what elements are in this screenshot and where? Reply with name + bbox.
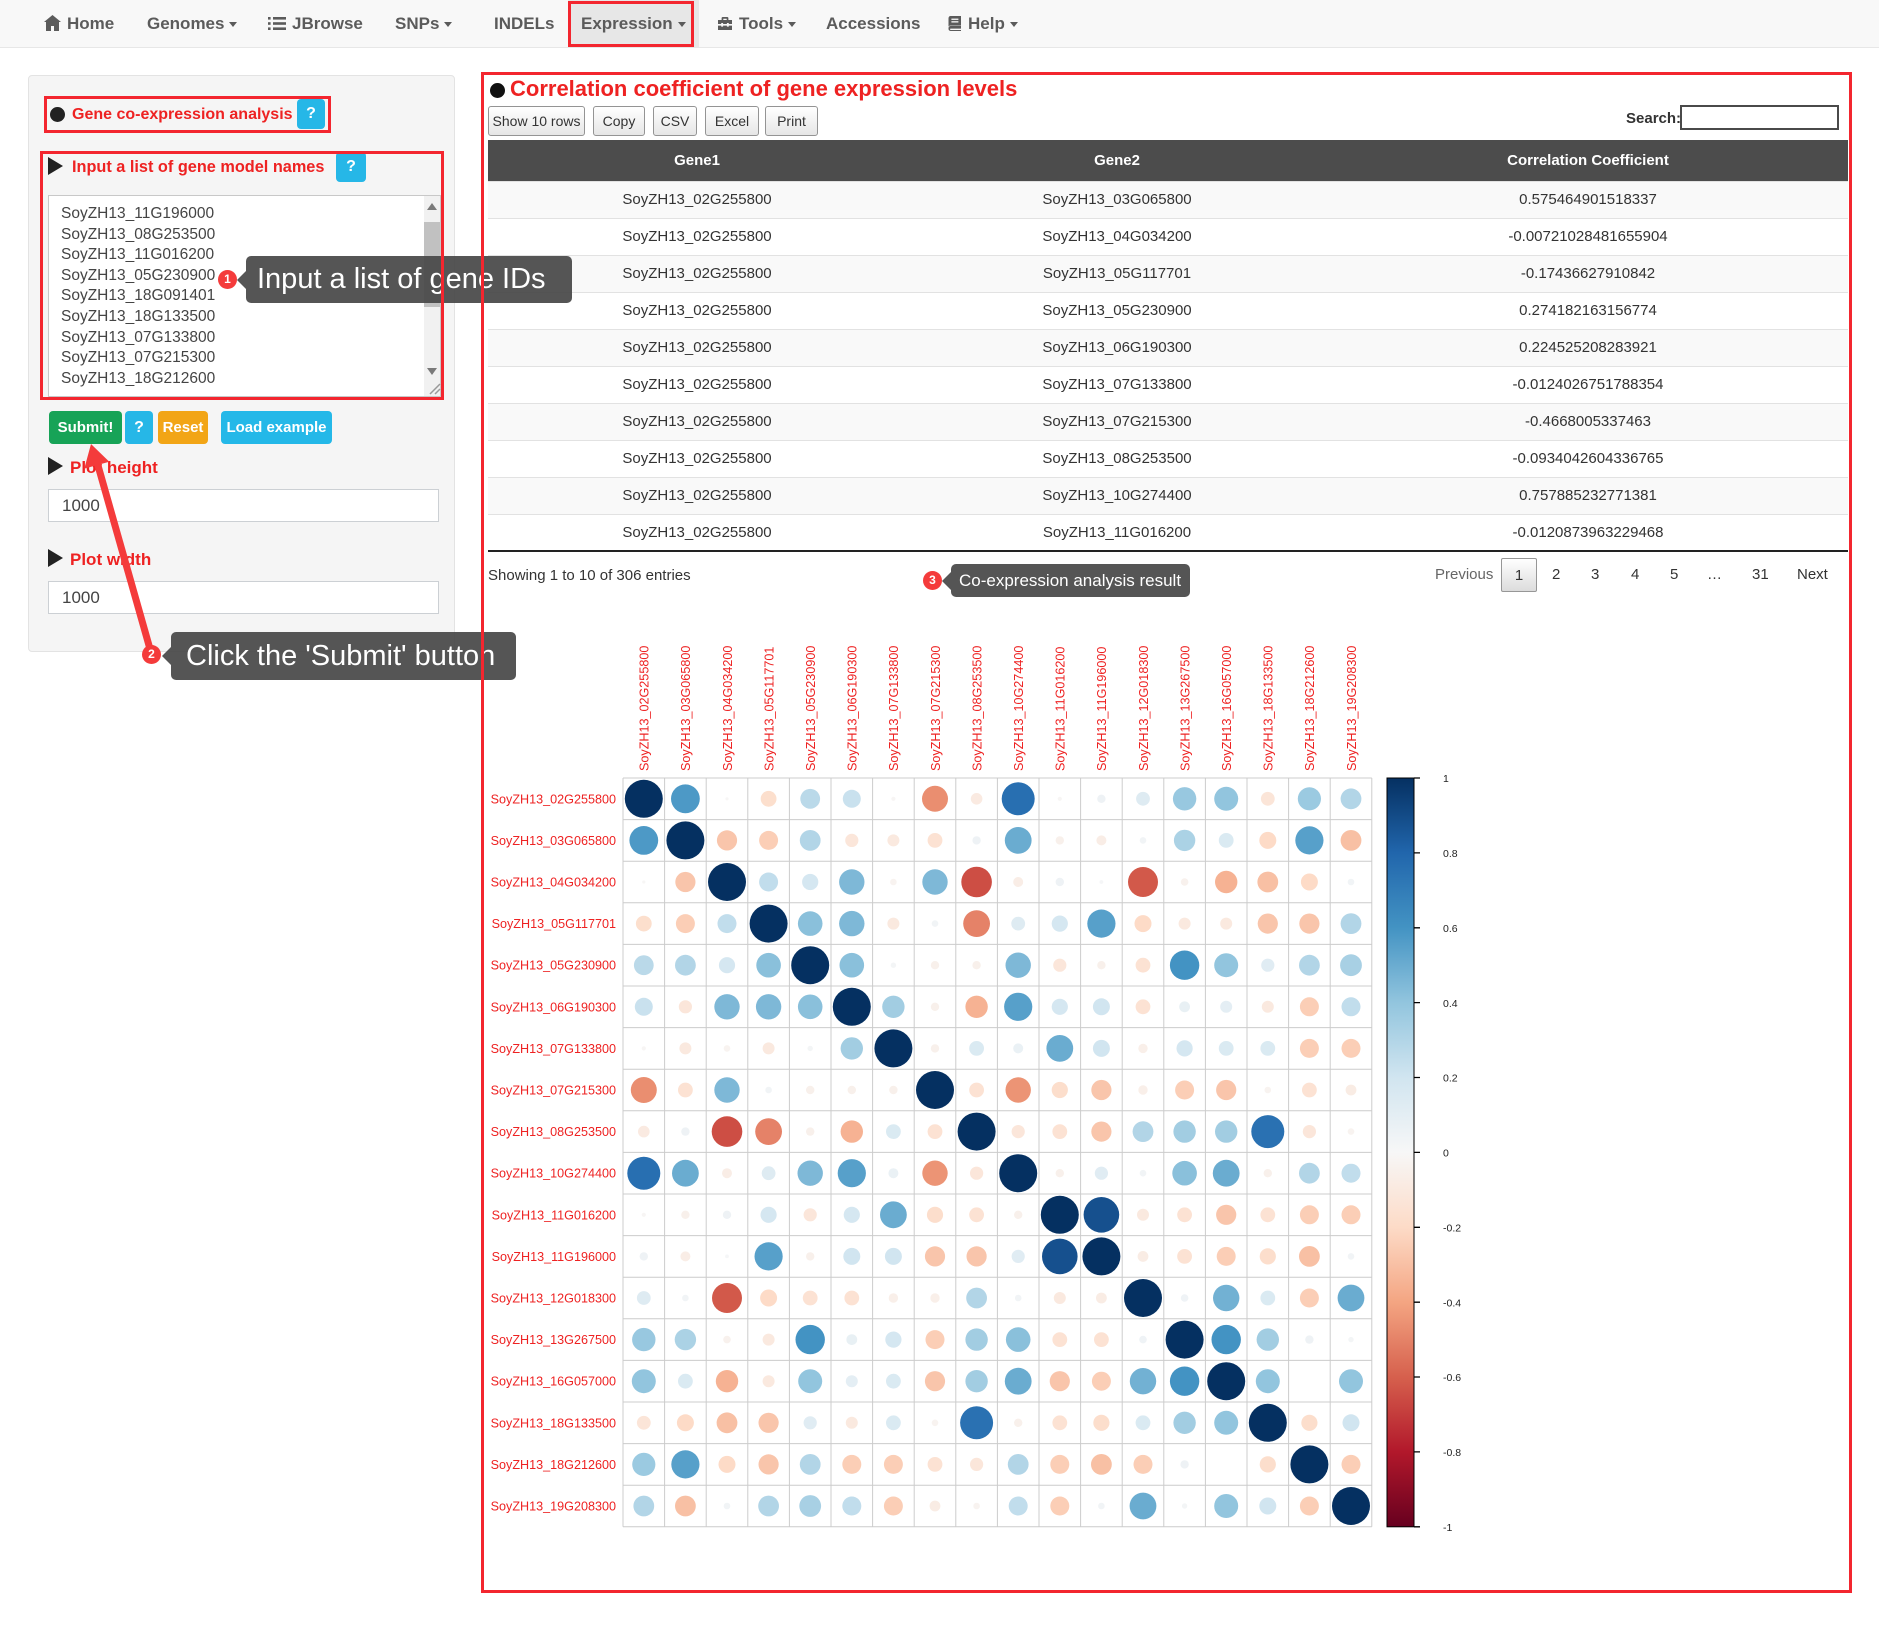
svg-text:SoyZH13_02G255800: SoyZH13_02G255800 bbox=[638, 646, 652, 771]
svg-text:SoyZH13_08G253500: SoyZH13_08G253500 bbox=[491, 1125, 616, 1139]
svg-text:SoyZH13_04G034200: SoyZH13_04G034200 bbox=[721, 646, 735, 771]
svg-text:-0.2: -0.2 bbox=[1443, 1223, 1461, 1235]
svg-text:-1: -1 bbox=[1443, 1522, 1452, 1534]
svg-text:SoyZH13_08G253500: SoyZH13_08G253500 bbox=[970, 646, 984, 771]
svg-text:SoyZH13_03G065800: SoyZH13_03G065800 bbox=[679, 646, 693, 771]
svg-text:SoyZH13_07G133800: SoyZH13_07G133800 bbox=[491, 1042, 616, 1056]
svg-text:SoyZH13_06G190300: SoyZH13_06G190300 bbox=[491, 1000, 616, 1014]
svg-text:SoyZH13_02G255800: SoyZH13_02G255800 bbox=[491, 792, 616, 806]
svg-text:SoyZH13_19G208300: SoyZH13_19G208300 bbox=[1345, 646, 1359, 771]
svg-text:0.8: 0.8 bbox=[1443, 848, 1458, 860]
svg-text:SoyZH13_07G133800: SoyZH13_07G133800 bbox=[887, 646, 901, 771]
svg-text:SoyZH13_19G208300: SoyZH13_19G208300 bbox=[491, 1500, 616, 1514]
svg-text:SoyZH13_11G016200: SoyZH13_11G016200 bbox=[1054, 647, 1068, 771]
svg-text:SoyZH13_07G215300: SoyZH13_07G215300 bbox=[929, 646, 943, 771]
svg-text:SoyZH13_10G274400: SoyZH13_10G274400 bbox=[491, 1167, 616, 1181]
svg-text:SoyZH13_18G212600: SoyZH13_18G212600 bbox=[1303, 646, 1317, 771]
svg-text:SoyZH13_04G034200: SoyZH13_04G034200 bbox=[491, 876, 616, 890]
svg-text:SoyZH13_18G212600: SoyZH13_18G212600 bbox=[491, 1458, 616, 1472]
svg-text:-0.8: -0.8 bbox=[1443, 1447, 1461, 1459]
svg-text:0.4: 0.4 bbox=[1443, 998, 1458, 1010]
svg-text:SoyZH13_06G190300: SoyZH13_06G190300 bbox=[846, 646, 860, 771]
svg-text:1: 1 bbox=[1443, 773, 1449, 785]
svg-text:0: 0 bbox=[1443, 1148, 1449, 1160]
svg-text:-0.6: -0.6 bbox=[1443, 1372, 1461, 1384]
svg-text:SoyZH13_11G196000: SoyZH13_11G196000 bbox=[492, 1250, 616, 1264]
svg-text:SoyZH13_13G267500: SoyZH13_13G267500 bbox=[491, 1333, 616, 1347]
svg-text:SoyZH13_18G133500: SoyZH13_18G133500 bbox=[1262, 646, 1276, 771]
svg-text:SoyZH13_05G117701: SoyZH13_05G117701 bbox=[762, 647, 776, 771]
svg-text:SoyZH13_05G117701: SoyZH13_05G117701 bbox=[492, 917, 616, 931]
svg-text:SoyZH13_10G274400: SoyZH13_10G274400 bbox=[1012, 646, 1026, 771]
svg-text:SoyZH13_11G196000: SoyZH13_11G196000 bbox=[1095, 647, 1109, 771]
svg-text:SoyZH13_12G018300: SoyZH13_12G018300 bbox=[491, 1292, 616, 1306]
svg-text:SoyZH13_05G230900: SoyZH13_05G230900 bbox=[804, 646, 818, 771]
svg-text:SoyZH13_16G057000: SoyZH13_16G057000 bbox=[491, 1375, 616, 1389]
svg-text:-0.4: -0.4 bbox=[1443, 1297, 1461, 1309]
svg-text:0.2: 0.2 bbox=[1443, 1073, 1458, 1085]
svg-text:SoyZH13_13G267500: SoyZH13_13G267500 bbox=[1178, 646, 1192, 771]
svg-text:SoyZH13_03G065800: SoyZH13_03G065800 bbox=[491, 834, 616, 848]
svg-text:SoyZH13_07G215300: SoyZH13_07G215300 bbox=[491, 1084, 616, 1098]
svg-text:SoyZH13_18G133500: SoyZH13_18G133500 bbox=[491, 1416, 616, 1430]
svg-text:SoyZH13_12G018300: SoyZH13_12G018300 bbox=[1137, 646, 1151, 771]
svg-text:SoyZH13_05G230900: SoyZH13_05G230900 bbox=[491, 959, 616, 973]
svg-text:0.6: 0.6 bbox=[1443, 923, 1458, 935]
svg-text:SoyZH13_11G016200: SoyZH13_11G016200 bbox=[492, 1208, 616, 1222]
svg-text:SoyZH13_16G057000: SoyZH13_16G057000 bbox=[1220, 646, 1234, 771]
